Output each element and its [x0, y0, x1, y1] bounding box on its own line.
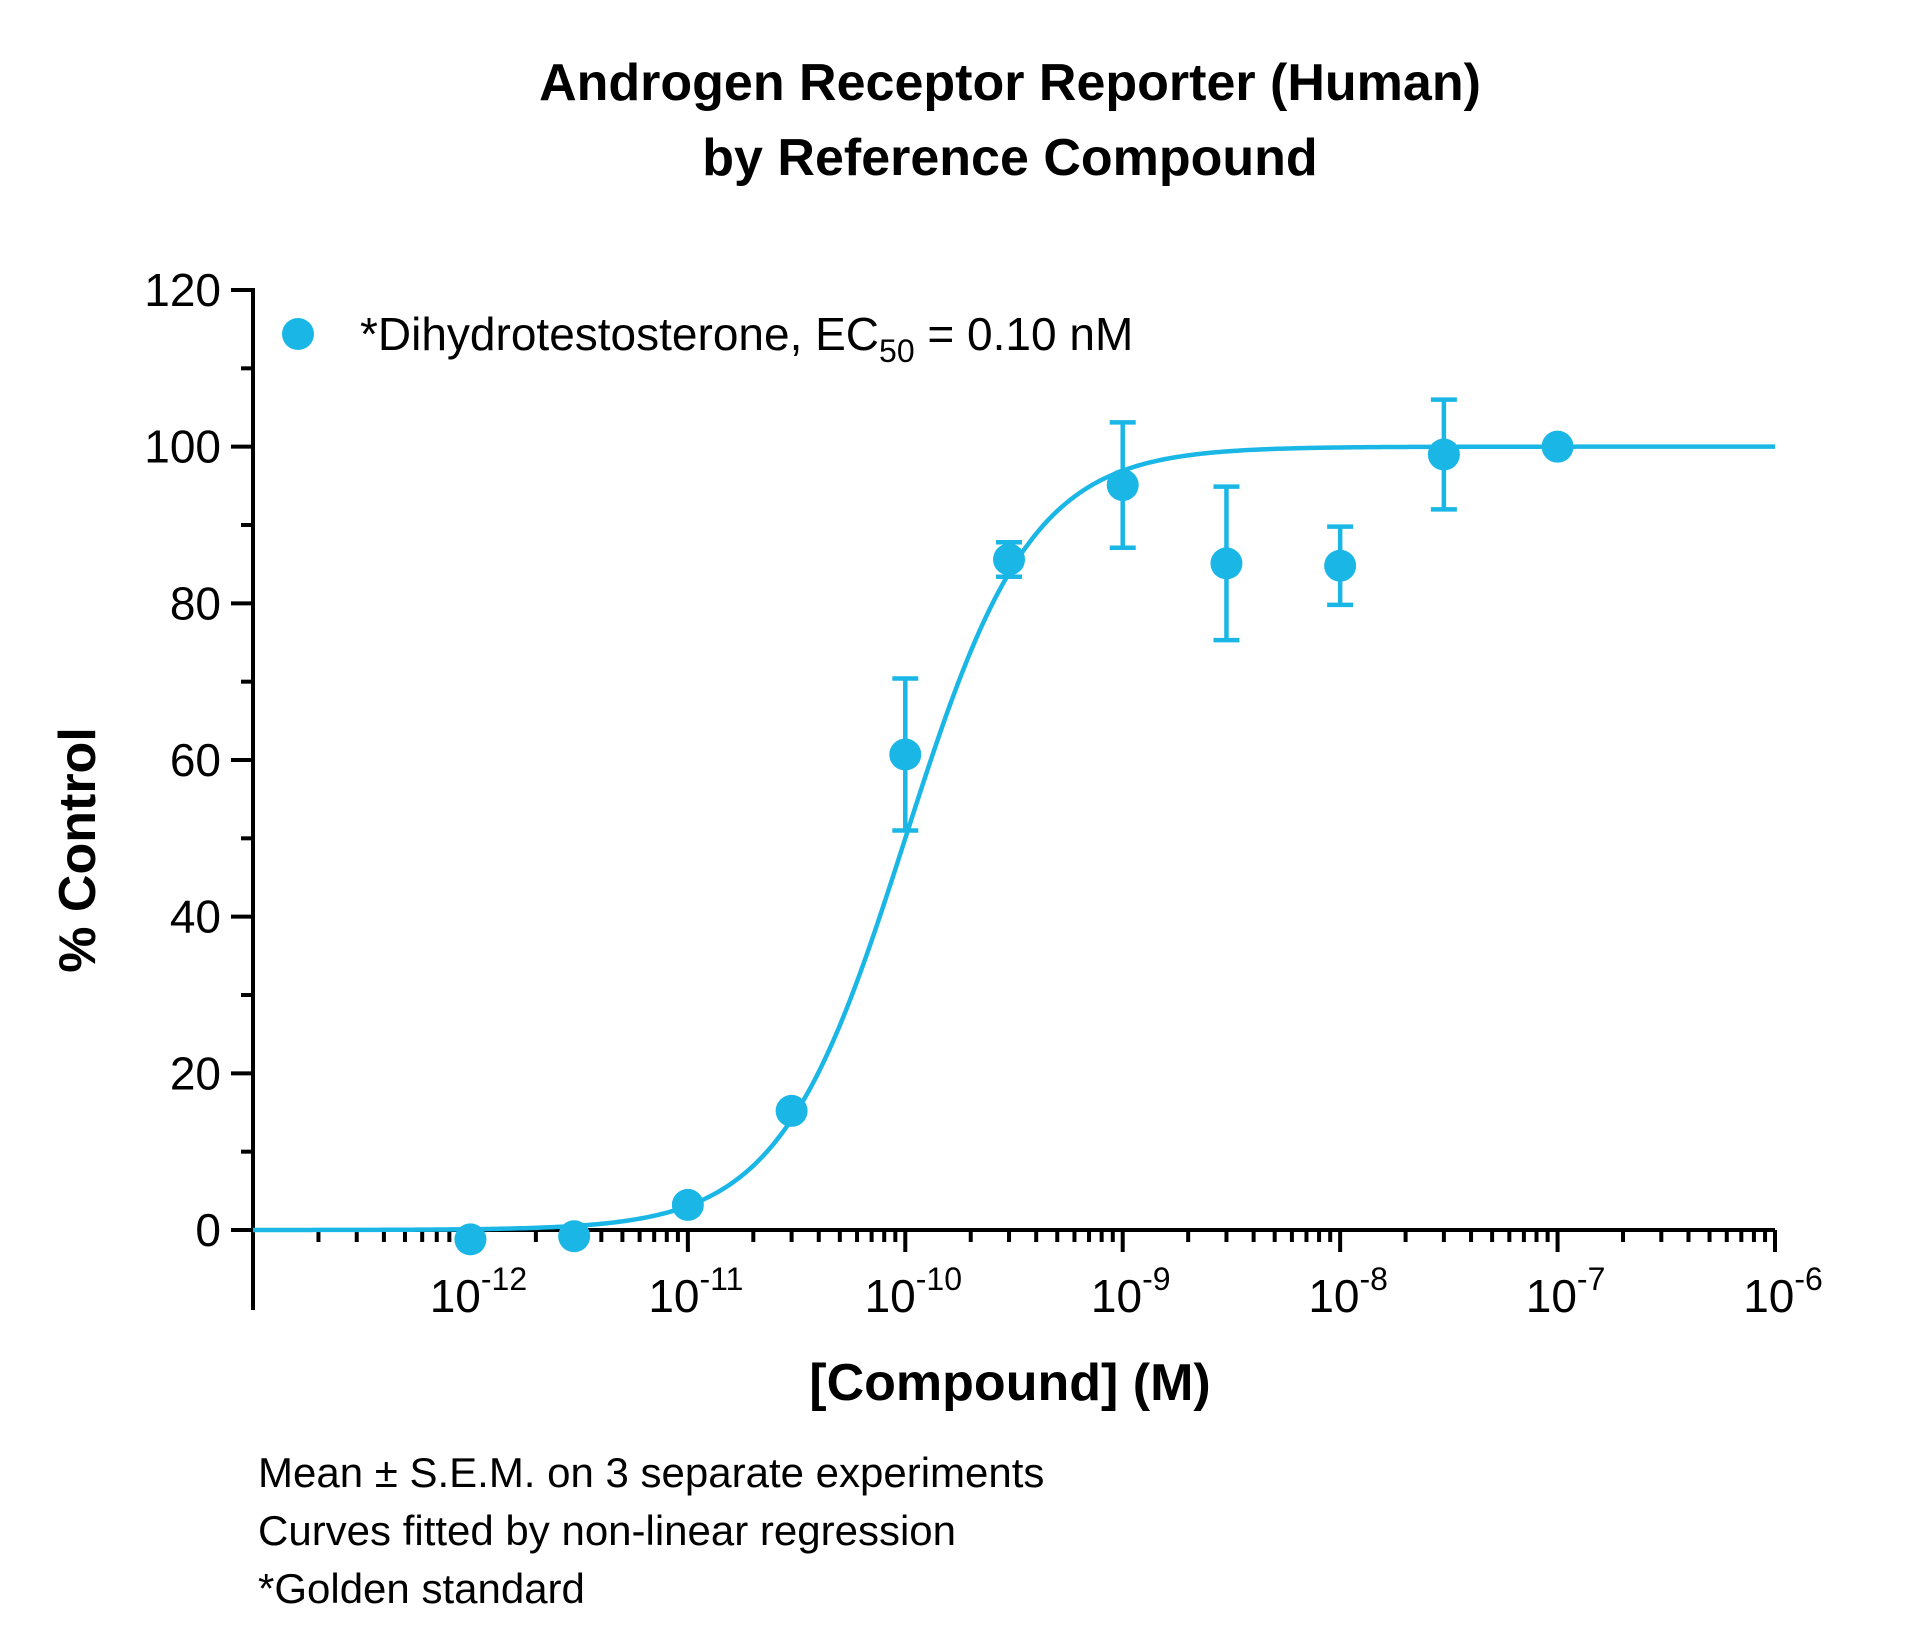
y-tick-label: 40 [170, 891, 221, 943]
data-point [993, 543, 1026, 576]
error-bars [892, 397, 1457, 833]
x-tick-label: 10-9 [1091, 1261, 1171, 1322]
legend-label-subscript: 50 [879, 333, 915, 369]
x-tick-base: 10 [1526, 1270, 1577, 1322]
data-point [558, 1220, 591, 1253]
y-tick-label: 80 [170, 577, 221, 629]
data-point [1210, 547, 1243, 580]
legend: *Dihydrotestosterone, EC50 = 0.10 nM [282, 308, 1133, 369]
y-tick-label: 0 [195, 1204, 221, 1256]
chart-title-line-1: Androgen Receptor Reporter (Human) [539, 54, 1481, 112]
x-tick-label: 10-12 [430, 1261, 527, 1322]
y-tick-label: 120 [144, 264, 221, 316]
x-tick-exponent: -11 [700, 1261, 744, 1297]
y-tick-label: 60 [170, 734, 221, 786]
x-tick-label: 10-6 [1743, 1261, 1823, 1322]
x-axis-ticks: 10-12 10-11 10-10 10-9 10-8 10-7 10-6 [251, 1230, 1823, 1322]
y-axis-title: % Control [49, 727, 107, 973]
y-tick-label: 20 [170, 1047, 221, 1099]
x-tick-exponent: -9 [1142, 1261, 1170, 1297]
footnote-line-1: Mean ± S.E.M. on 3 separate experiments [258, 1449, 1044, 1496]
x-tick-base: 10 [865, 1270, 916, 1322]
x-tick-label: 10-11 [648, 1261, 743, 1322]
x-tick-label: 10-8 [1308, 1261, 1388, 1322]
footnote-line-3: *Golden standard [258, 1565, 585, 1612]
data-point [1427, 438, 1460, 471]
x-tick-base: 10 [430, 1270, 481, 1322]
x-tick-base: 10 [1091, 1270, 1142, 1322]
x-tick-exponent: -12 [481, 1261, 527, 1297]
x-axis-title: [Compound] (M) [809, 1354, 1210, 1412]
y-tick-label: 100 [144, 421, 221, 473]
x-tick-base: 10 [1743, 1270, 1794, 1322]
data-point [889, 738, 922, 771]
x-tick-exponent: -7 [1577, 1261, 1605, 1297]
data-points [454, 430, 1574, 1256]
data-point [671, 1188, 704, 1221]
data-point [1541, 430, 1574, 463]
x-tick-base: 10 [648, 1270, 699, 1322]
x-tick-exponent: -10 [916, 1261, 962, 1297]
x-tick-label: 10-10 [865, 1261, 962, 1322]
x-tick-label: 10-7 [1526, 1261, 1606, 1322]
x-tick-exponent: -6 [1794, 1261, 1822, 1297]
data-point [1106, 469, 1139, 502]
legend-label: *Dihydrotestosterone, EC50 = 0.10 nM [360, 308, 1133, 369]
x-tick-exponent: -8 [1360, 1261, 1388, 1297]
legend-label-end: = 0.10 nM [915, 308, 1134, 360]
legend-label-main: *Dihydrotestosterone, EC [360, 308, 879, 360]
y-axis-ticks: 0 20 40 60 80 100 120 [144, 264, 253, 1256]
chart-title-line-2: by Reference Compound [702, 129, 1317, 187]
data-point [454, 1223, 487, 1256]
data-point [1324, 549, 1357, 582]
legend-marker [282, 318, 314, 350]
footnote-line-2: Curves fitted by non-linear regression [258, 1507, 956, 1554]
x-tick-base: 10 [1308, 1270, 1359, 1322]
data-point [775, 1094, 808, 1127]
